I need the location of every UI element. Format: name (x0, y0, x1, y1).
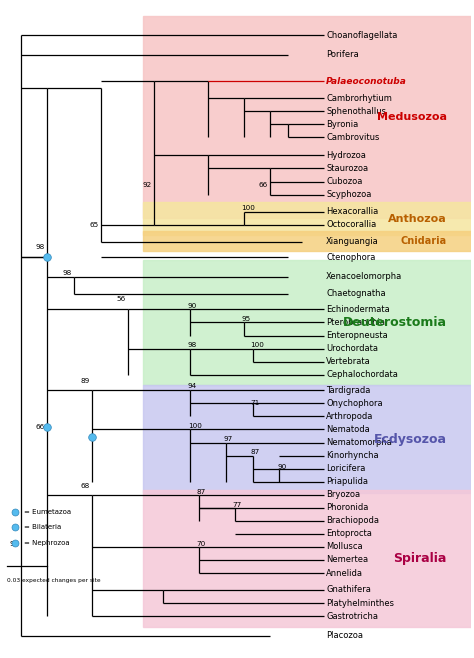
Text: 56: 56 (116, 296, 126, 302)
Text: 68: 68 (81, 482, 90, 489)
Text: Urochordata: Urochordata (326, 344, 378, 353)
Text: 97: 97 (224, 436, 233, 442)
Text: Tardigrada: Tardigrada (326, 386, 371, 395)
Bar (143, 260, 471, 385)
Text: Spiralia: Spiralia (393, 551, 447, 565)
Bar (143, 16, 471, 218)
Text: 100: 100 (250, 342, 264, 347)
Text: Brachiopoda: Brachiopoda (326, 517, 379, 525)
Text: = Eumetazoa: = Eumetazoa (24, 509, 71, 515)
Text: Byronia: Byronia (326, 120, 358, 128)
Text: Cambrovitus: Cambrovitus (326, 133, 380, 141)
Text: Gnathifera: Gnathifera (326, 586, 371, 594)
Text: Gastrotricha: Gastrotricha (326, 611, 378, 620)
Text: Ecdysozoa: Ecdysozoa (374, 433, 447, 445)
Text: 77: 77 (233, 502, 242, 508)
Text: 95: 95 (241, 316, 251, 322)
Text: Deuterostomia: Deuterostomia (343, 316, 447, 329)
Text: Chaetognatha: Chaetognatha (326, 290, 386, 298)
Text: 70: 70 (197, 542, 206, 547)
Text: 100: 100 (188, 422, 202, 428)
Bar (143, 231, 471, 251)
Text: 98: 98 (188, 342, 197, 347)
Text: Kinorhyncha: Kinorhyncha (326, 451, 379, 460)
Text: Cnidaria: Cnidaria (401, 236, 447, 246)
Text: Cubozoa: Cubozoa (326, 177, 363, 186)
Text: 89: 89 (81, 378, 90, 384)
Text: 90: 90 (188, 303, 197, 309)
Text: Cambrorhytium: Cambrorhytium (326, 93, 392, 103)
Text: = Nephrozoa: = Nephrozoa (24, 540, 70, 546)
Text: Xianguangia: Xianguangia (326, 237, 379, 246)
Text: Echinodermata: Echinodermata (326, 305, 390, 314)
Text: 98: 98 (36, 244, 45, 250)
Text: Arthropoda: Arthropoda (326, 412, 374, 421)
Text: 65: 65 (90, 222, 99, 228)
Text: Ctenophora: Ctenophora (326, 253, 375, 262)
Text: Hexacorallia: Hexacorallia (326, 207, 378, 216)
Text: Nemertea: Nemertea (326, 555, 368, 565)
Text: 0.03 expected changes per site: 0.03 expected changes per site (7, 578, 101, 583)
Text: 100: 100 (241, 205, 255, 211)
Bar (143, 203, 471, 235)
Text: 99: 99 (9, 542, 18, 547)
Text: Palaeoconotuba: Palaeoconotuba (326, 76, 407, 86)
Text: Hydrozoa: Hydrozoa (326, 151, 366, 160)
Text: 71: 71 (250, 400, 260, 407)
Text: Vertebrata: Vertebrata (326, 357, 371, 366)
Text: 87: 87 (197, 489, 206, 495)
Text: Porifera: Porifera (326, 51, 359, 59)
Text: Placozoa: Placozoa (326, 631, 363, 640)
Text: Xenacoelomorpha: Xenacoelomorpha (326, 272, 402, 282)
Text: Priapulida: Priapulida (326, 477, 368, 486)
Bar (143, 385, 471, 494)
Text: Entoprocta: Entoprocta (326, 530, 372, 538)
Bar (143, 490, 471, 626)
Text: Platyhelminthes: Platyhelminthes (326, 599, 394, 607)
Text: Octocorallia: Octocorallia (326, 220, 376, 229)
Text: 90: 90 (277, 465, 286, 470)
Text: Phoronida: Phoronida (326, 503, 369, 513)
Text: Medusozoa: Medusozoa (377, 112, 447, 122)
Text: Sphenothallus: Sphenothallus (326, 107, 386, 116)
Text: 66: 66 (36, 424, 45, 430)
Text: Staurozoa: Staurozoa (326, 164, 368, 173)
Text: Annelida: Annelida (326, 569, 363, 578)
Text: 92: 92 (143, 182, 152, 188)
Text: Choanoflagellata: Choanoflagellata (326, 31, 398, 40)
Text: Enteropneusta: Enteropneusta (326, 331, 388, 340)
Text: Bryozoa: Bryozoa (326, 490, 360, 499)
Text: Nematomorpha: Nematomorpha (326, 438, 392, 447)
Text: Loricifera: Loricifera (326, 464, 365, 473)
Text: Onychophora: Onychophora (326, 399, 383, 408)
Text: Cephalochordata: Cephalochordata (326, 370, 398, 379)
Text: Scyphozoa: Scyphozoa (326, 190, 372, 199)
Text: 98: 98 (63, 270, 72, 276)
Text: 66: 66 (259, 182, 268, 188)
Text: Mollusca: Mollusca (326, 542, 363, 551)
Text: Pterobranchia: Pterobranchia (326, 318, 385, 327)
Text: 87: 87 (250, 449, 260, 455)
Text: 94: 94 (188, 384, 197, 390)
Text: = Bilateria: = Bilateria (24, 524, 62, 530)
Text: Nematoda: Nematoda (326, 425, 370, 434)
Text: Anthozoa: Anthozoa (388, 214, 447, 224)
